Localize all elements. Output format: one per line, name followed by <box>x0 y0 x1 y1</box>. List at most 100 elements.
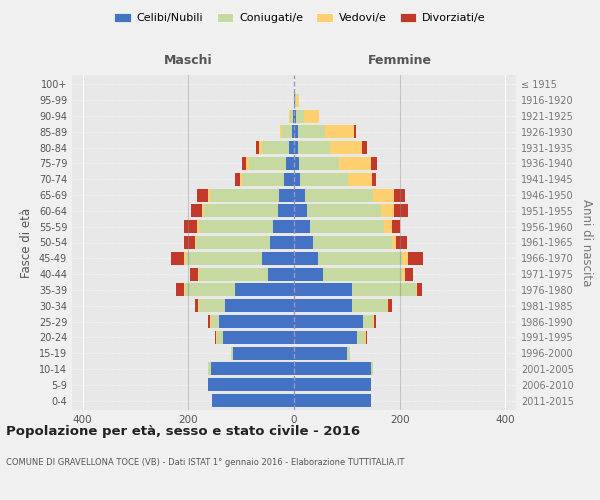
Bar <box>381 204 394 218</box>
Bar <box>372 173 376 186</box>
Bar <box>371 362 373 376</box>
Bar <box>196 236 270 249</box>
Bar <box>296 110 304 122</box>
Bar <box>211 315 219 328</box>
Bar <box>294 236 313 249</box>
Bar <box>299 157 339 170</box>
Bar <box>294 394 371 407</box>
Bar <box>197 188 208 202</box>
Bar <box>211 188 279 202</box>
Bar <box>373 188 394 202</box>
Bar <box>313 236 392 249</box>
Text: Femmine: Femmine <box>368 54 432 67</box>
Bar <box>242 157 247 170</box>
Bar <box>225 299 294 312</box>
Bar <box>185 284 235 296</box>
Bar <box>403 252 407 265</box>
Bar <box>358 331 365 344</box>
Bar <box>210 315 211 328</box>
Bar <box>294 299 352 312</box>
Bar <box>278 204 294 218</box>
Bar <box>305 188 373 202</box>
Bar <box>219 315 294 328</box>
Bar <box>212 394 294 407</box>
Bar <box>295 94 296 107</box>
Bar <box>262 252 294 265</box>
Bar <box>202 204 204 218</box>
Bar <box>230 346 233 360</box>
Bar <box>396 236 407 249</box>
Bar <box>294 204 307 218</box>
Y-axis label: Fasce di età: Fasce di età <box>20 208 33 278</box>
Bar <box>294 188 305 202</box>
Legend: Celibi/Nubili, Coniugati/e, Vedovi/e, Divorziati/e: Celibi/Nubili, Coniugati/e, Vedovi/e, Di… <box>110 8 490 28</box>
Bar <box>223 331 294 344</box>
Bar <box>259 141 262 154</box>
Bar <box>294 268 323 280</box>
Bar <box>242 173 284 186</box>
Bar <box>292 126 294 138</box>
Bar <box>294 284 352 296</box>
Bar <box>191 204 202 218</box>
Bar <box>268 268 294 280</box>
Bar <box>215 331 217 344</box>
Bar <box>294 378 371 391</box>
Bar <box>294 220 310 233</box>
Bar <box>233 346 294 360</box>
Bar <box>354 126 356 138</box>
Bar <box>197 220 199 233</box>
Bar <box>304 110 319 122</box>
Bar <box>284 173 294 186</box>
Bar <box>371 157 377 170</box>
Bar <box>208 315 210 328</box>
Bar <box>279 188 294 202</box>
Bar <box>301 173 348 186</box>
Bar <box>394 188 405 202</box>
Bar <box>348 173 372 186</box>
Text: COMUNE DI GRAVELLONA TOCE (VB) - Dati ISTAT 1° gennaio 2016 - Elaborazione TUTTI: COMUNE DI GRAVELLONA TOCE (VB) - Dati IS… <box>6 458 404 467</box>
Bar <box>217 331 223 344</box>
Bar <box>388 299 392 312</box>
Bar <box>262 141 289 154</box>
Bar <box>235 173 239 186</box>
Bar <box>293 110 294 122</box>
Bar <box>294 331 358 344</box>
Bar <box>199 268 268 280</box>
Bar <box>199 220 273 233</box>
Bar <box>289 141 294 154</box>
Bar <box>392 220 400 233</box>
Bar <box>362 141 367 154</box>
Bar <box>239 173 242 186</box>
Bar <box>298 126 325 138</box>
Bar <box>296 94 299 107</box>
Bar <box>286 157 294 170</box>
Bar <box>323 268 403 280</box>
Bar <box>294 252 318 265</box>
Bar <box>208 188 211 202</box>
Bar <box>195 299 198 312</box>
Bar <box>208 362 211 376</box>
Text: Maschi: Maschi <box>164 54 212 67</box>
Bar <box>416 284 417 296</box>
Bar <box>283 126 292 138</box>
Bar <box>249 157 286 170</box>
Bar <box>198 268 199 280</box>
Bar <box>176 284 184 296</box>
Bar <box>280 126 283 138</box>
Bar <box>417 284 422 296</box>
Bar <box>352 299 386 312</box>
Bar <box>298 141 330 154</box>
Bar <box>294 126 298 138</box>
Bar <box>294 346 347 360</box>
Bar <box>256 141 259 154</box>
Bar <box>270 236 294 249</box>
Bar <box>208 378 294 391</box>
Bar <box>339 157 371 170</box>
Bar <box>407 252 424 265</box>
Bar <box>198 299 199 312</box>
Bar <box>184 236 194 249</box>
Bar <box>294 157 299 170</box>
Bar <box>352 284 416 296</box>
Bar <box>307 204 381 218</box>
Bar <box>310 220 384 233</box>
